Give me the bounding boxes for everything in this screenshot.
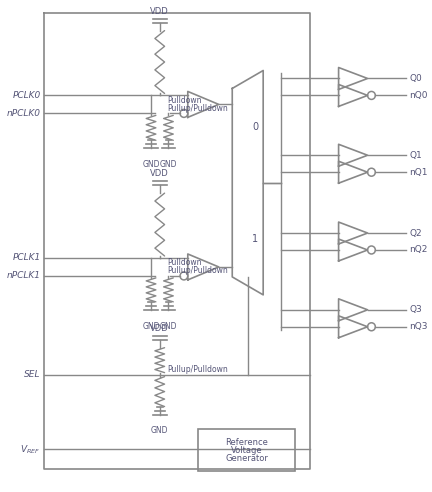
Text: nPCLK0: nPCLK0 — [7, 109, 41, 118]
Text: Generator: Generator — [226, 454, 268, 463]
Text: Reference: Reference — [226, 438, 268, 447]
Text: GND: GND — [142, 322, 160, 331]
Text: VDD: VDD — [150, 169, 169, 178]
Text: nPCLK1: nPCLK1 — [7, 272, 41, 280]
Text: Q1: Q1 — [409, 151, 422, 160]
Text: VDD: VDD — [150, 324, 169, 333]
Text: nQ3: nQ3 — [409, 322, 428, 331]
Text: GND: GND — [142, 160, 160, 169]
Text: GND: GND — [160, 322, 177, 331]
Text: 0: 0 — [252, 122, 258, 131]
Text: PCLK1: PCLK1 — [13, 253, 41, 262]
Text: Pullup/Pulldown: Pullup/Pulldown — [168, 267, 228, 276]
Text: GND: GND — [151, 427, 168, 435]
Text: Pulldown: Pulldown — [168, 96, 202, 105]
Text: Pullup/Pulldown: Pullup/Pulldown — [168, 104, 228, 113]
Text: Voltage: Voltage — [231, 446, 263, 455]
Text: GND: GND — [160, 160, 177, 169]
Text: Q2: Q2 — [409, 229, 422, 238]
Text: PCLK0: PCLK0 — [13, 91, 41, 100]
Text: Pullup/Pulldown: Pullup/Pulldown — [168, 365, 228, 374]
Text: Q0: Q0 — [409, 74, 422, 83]
Text: SEL: SEL — [24, 370, 41, 379]
Text: nQ1: nQ1 — [409, 168, 428, 177]
Text: V$_{REF}$: V$_{REF}$ — [20, 443, 41, 456]
Text: nQ2: nQ2 — [409, 246, 428, 254]
Text: VDD: VDD — [150, 7, 169, 16]
Bar — [198, 430, 295, 471]
Text: nQ0: nQ0 — [409, 91, 428, 100]
Text: 1: 1 — [252, 234, 258, 244]
Text: Q3: Q3 — [409, 306, 422, 314]
Text: Pulldown: Pulldown — [168, 258, 202, 268]
